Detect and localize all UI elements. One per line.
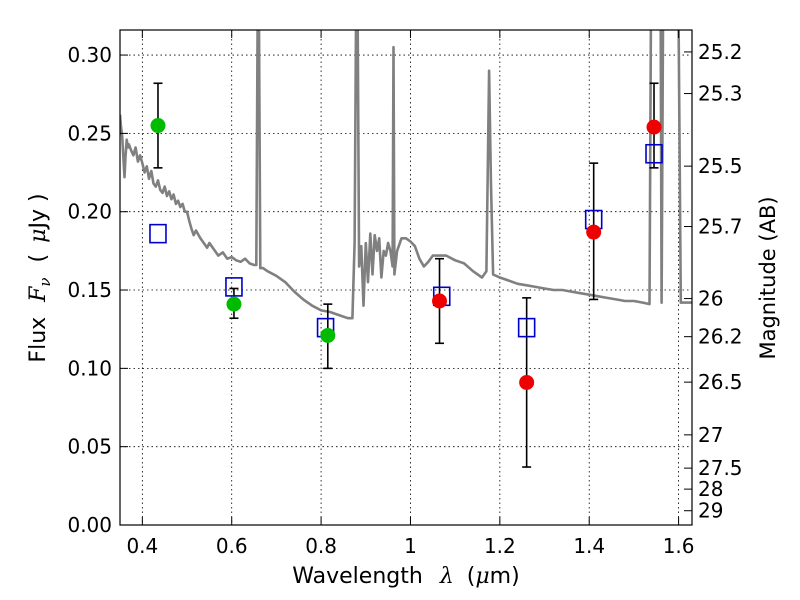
red-point bbox=[432, 293, 448, 309]
x-axis-label-unit-mu: μ bbox=[475, 564, 489, 589]
red-point bbox=[519, 374, 535, 390]
y-axis-label-symbol: F bbox=[26, 286, 51, 303]
y2-tick-label: 25.2 bbox=[698, 40, 743, 64]
y-tick-label: 0.15 bbox=[67, 278, 112, 302]
model-photometry-square bbox=[645, 143, 663, 164]
red-point bbox=[646, 119, 662, 135]
y-axis-label-unit-mu: μ bbox=[26, 229, 51, 243]
y-tick-label: 0.10 bbox=[67, 356, 112, 380]
y2-tick-label: 25.3 bbox=[698, 82, 743, 106]
y2-tick-label: 25.7 bbox=[698, 215, 743, 239]
plot-background bbox=[120, 30, 692, 525]
y-tick-label: 0.25 bbox=[67, 121, 112, 145]
x-axis-label-unit-rest: m) bbox=[490, 564, 520, 589]
y-tick-label: 0.00 bbox=[67, 513, 112, 537]
x-axis-ticks: 0.4 0.6 0.8 1 1.2 1.4 1.6 bbox=[126, 30, 695, 558]
y2-axis-label: Magnitude (AB) bbox=[756, 196, 780, 359]
y2-tick-label: 27.5 bbox=[698, 456, 743, 480]
y2-tick-label: 26.2 bbox=[698, 325, 743, 349]
x-tick-label: 0.6 bbox=[216, 534, 248, 558]
model-spectrum-line bbox=[120, 30, 692, 320]
x-tick-label: 1.4 bbox=[573, 534, 605, 558]
y2-tick-label: 27 bbox=[698, 423, 723, 447]
model-photometry-square bbox=[225, 277, 243, 297]
green-point bbox=[226, 296, 242, 312]
x-axis-label-unit-open: ( bbox=[467, 564, 476, 589]
x-tick-label: 0.8 bbox=[305, 534, 337, 558]
model-photometry-square bbox=[149, 223, 167, 244]
y-tick-label: 0.05 bbox=[67, 435, 112, 459]
y2-tick-label: 26 bbox=[698, 287, 723, 311]
y-axis-label-unit-open: ( bbox=[26, 254, 51, 263]
x-tick-label: 1.6 bbox=[663, 534, 695, 558]
y2-tick-label: 28 bbox=[698, 477, 723, 501]
x-axis-label: Wavelength λ (μm) bbox=[292, 564, 519, 589]
y-axis-label-text: Flux bbox=[26, 317, 51, 363]
y2-tick-label: 29 bbox=[698, 499, 723, 523]
y-axis-ticks: 0.00 0.05 0.10 0.15 0.20 0.25 0.30 bbox=[67, 43, 128, 537]
model-photometry-square bbox=[517, 317, 536, 338]
observed-points bbox=[150, 118, 662, 390]
y-axis-label-subscript: ν bbox=[36, 277, 54, 286]
y-tick-label: 0.20 bbox=[67, 200, 112, 224]
x-axis-label-symbol: λ bbox=[439, 564, 454, 589]
y-tick-label: 0.30 bbox=[67, 43, 112, 67]
plot-frame bbox=[119, 29, 693, 526]
x-tick-label: 1.2 bbox=[484, 534, 516, 558]
x-tick-label: 1 bbox=[404, 534, 417, 558]
x-axis-label-text: Wavelength bbox=[292, 564, 423, 589]
x-tick-label: 0.4 bbox=[126, 534, 158, 558]
green-point bbox=[320, 327, 336, 343]
red-point bbox=[586, 224, 602, 240]
green-point bbox=[150, 118, 166, 134]
y-axis-label-unit-rest: Jy ) bbox=[26, 193, 51, 230]
y2-tick-label: 26.5 bbox=[698, 370, 743, 394]
y2-tick-label: 25.5 bbox=[698, 154, 743, 178]
y-axis-label: Flux Fν ( μJy ) bbox=[26, 193, 56, 362]
